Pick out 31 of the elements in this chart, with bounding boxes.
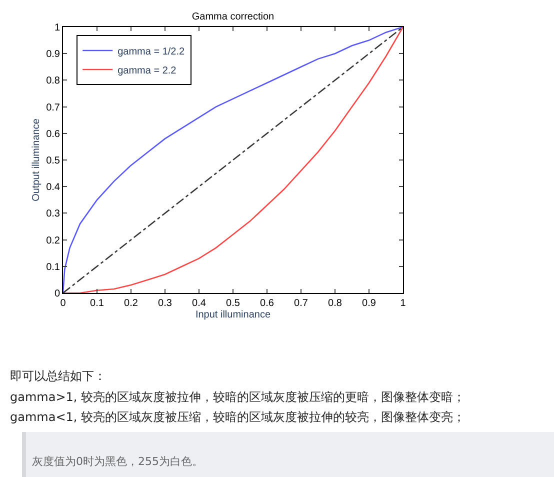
text: gamma>1, 较亮的区域灰度被拉伸，较暗的区域灰度被压缩的更暗，图像整体变暗；: [10, 390, 466, 404]
x-axis-title: Input illuminance: [195, 310, 271, 320]
x-tick-label: 0.6: [260, 298, 274, 309]
legend-label: gamma = 1/2.2: [118, 46, 186, 58]
x-tick-label: 0.1: [90, 298, 104, 309]
x-tick-label: 0.9: [362, 298, 376, 309]
text: 即可以总结如下：: [10, 369, 106, 383]
x-tick-label: 0.2: [124, 298, 138, 309]
y-tick-label: 0.8: [46, 76, 60, 87]
line-series: [63, 27, 403, 293]
chart-title: Gamma correction: [192, 12, 274, 22]
x-tick-label: 0.7: [294, 298, 308, 309]
y-tick-label: 1: [54, 22, 60, 34]
legend-label: gamma = 2.2: [118, 65, 177, 76]
y-tick-label: 0.7: [46, 102, 60, 114]
x-tick-label: 0.3: [158, 298, 172, 309]
x-tick-label: 0.8: [328, 298, 342, 309]
x-tick-label: 0.5: [226, 298, 240, 309]
y-tick-label: 0.5: [46, 156, 60, 166]
y-tick-label: 0: [54, 288, 60, 300]
x-tick-label: 1: [400, 298, 406, 309]
y-tick-label: 0.4: [46, 182, 60, 194]
y-tick-label: 0.1: [46, 262, 60, 273]
y-tick-label: 0.6: [46, 128, 60, 140]
text: gamma<1, 较亮的区域灰度被压缩，较暗的区域灰度被拉伸的较亮，图像整体变亮；: [10, 410, 466, 424]
y-tick-label: 0.9: [46, 49, 60, 60]
text: 灰度值为0时为黑色，255为白色。: [32, 455, 203, 468]
y-axis-title: Output illuminance: [31, 118, 42, 202]
x-tick-label: 0.4: [192, 298, 206, 309]
y-tick-label: 0.3: [46, 208, 60, 220]
y-tick-label: 0.2: [46, 235, 60, 246]
